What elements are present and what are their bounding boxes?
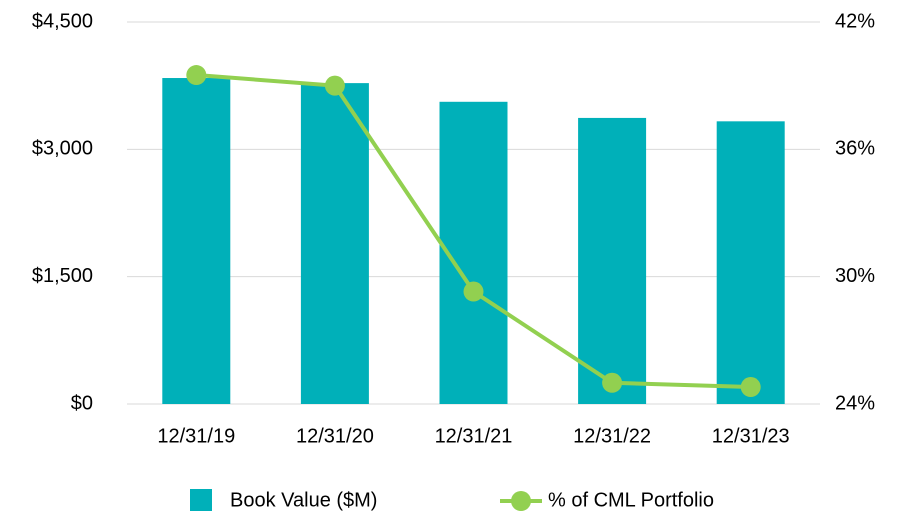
line-marker — [463, 281, 484, 302]
y-tick-label: $1,500 — [32, 265, 93, 287]
bar — [716, 121, 785, 404]
y-tick-label: $3,000 — [32, 138, 93, 160]
y-tick-label: $0 — [71, 392, 93, 414]
line-marker — [602, 372, 623, 393]
x-tick-label: 12/31/23 — [712, 425, 790, 447]
legend-swatch — [190, 489, 212, 511]
y2-tick-label: 36% — [835, 138, 875, 160]
bar — [439, 101, 508, 404]
x-tick-label: 12/31/19 — [157, 425, 235, 447]
legend-label: % of CML Portfolio — [548, 489, 714, 511]
bar — [578, 117, 647, 405]
x-tick-label: 12/31/20 — [296, 425, 374, 447]
y-tick-label: $4,500 — [32, 10, 93, 32]
line-marker — [740, 377, 761, 398]
x-tick-label: 12/31/22 — [573, 425, 651, 447]
x-tick-label: 12/31/21 — [435, 425, 513, 447]
line-marker — [324, 75, 345, 96]
line-marker — [186, 65, 207, 86]
legend-swatch-marker — [511, 491, 531, 511]
bar — [162, 78, 231, 404]
legend-label: Book Value ($M) — [230, 489, 377, 511]
y2-tick-label: 42% — [835, 10, 875, 32]
bar — [300, 83, 369, 405]
y2-tick-label: 24% — [835, 392, 875, 414]
y2-tick-label: 30% — [835, 265, 875, 287]
